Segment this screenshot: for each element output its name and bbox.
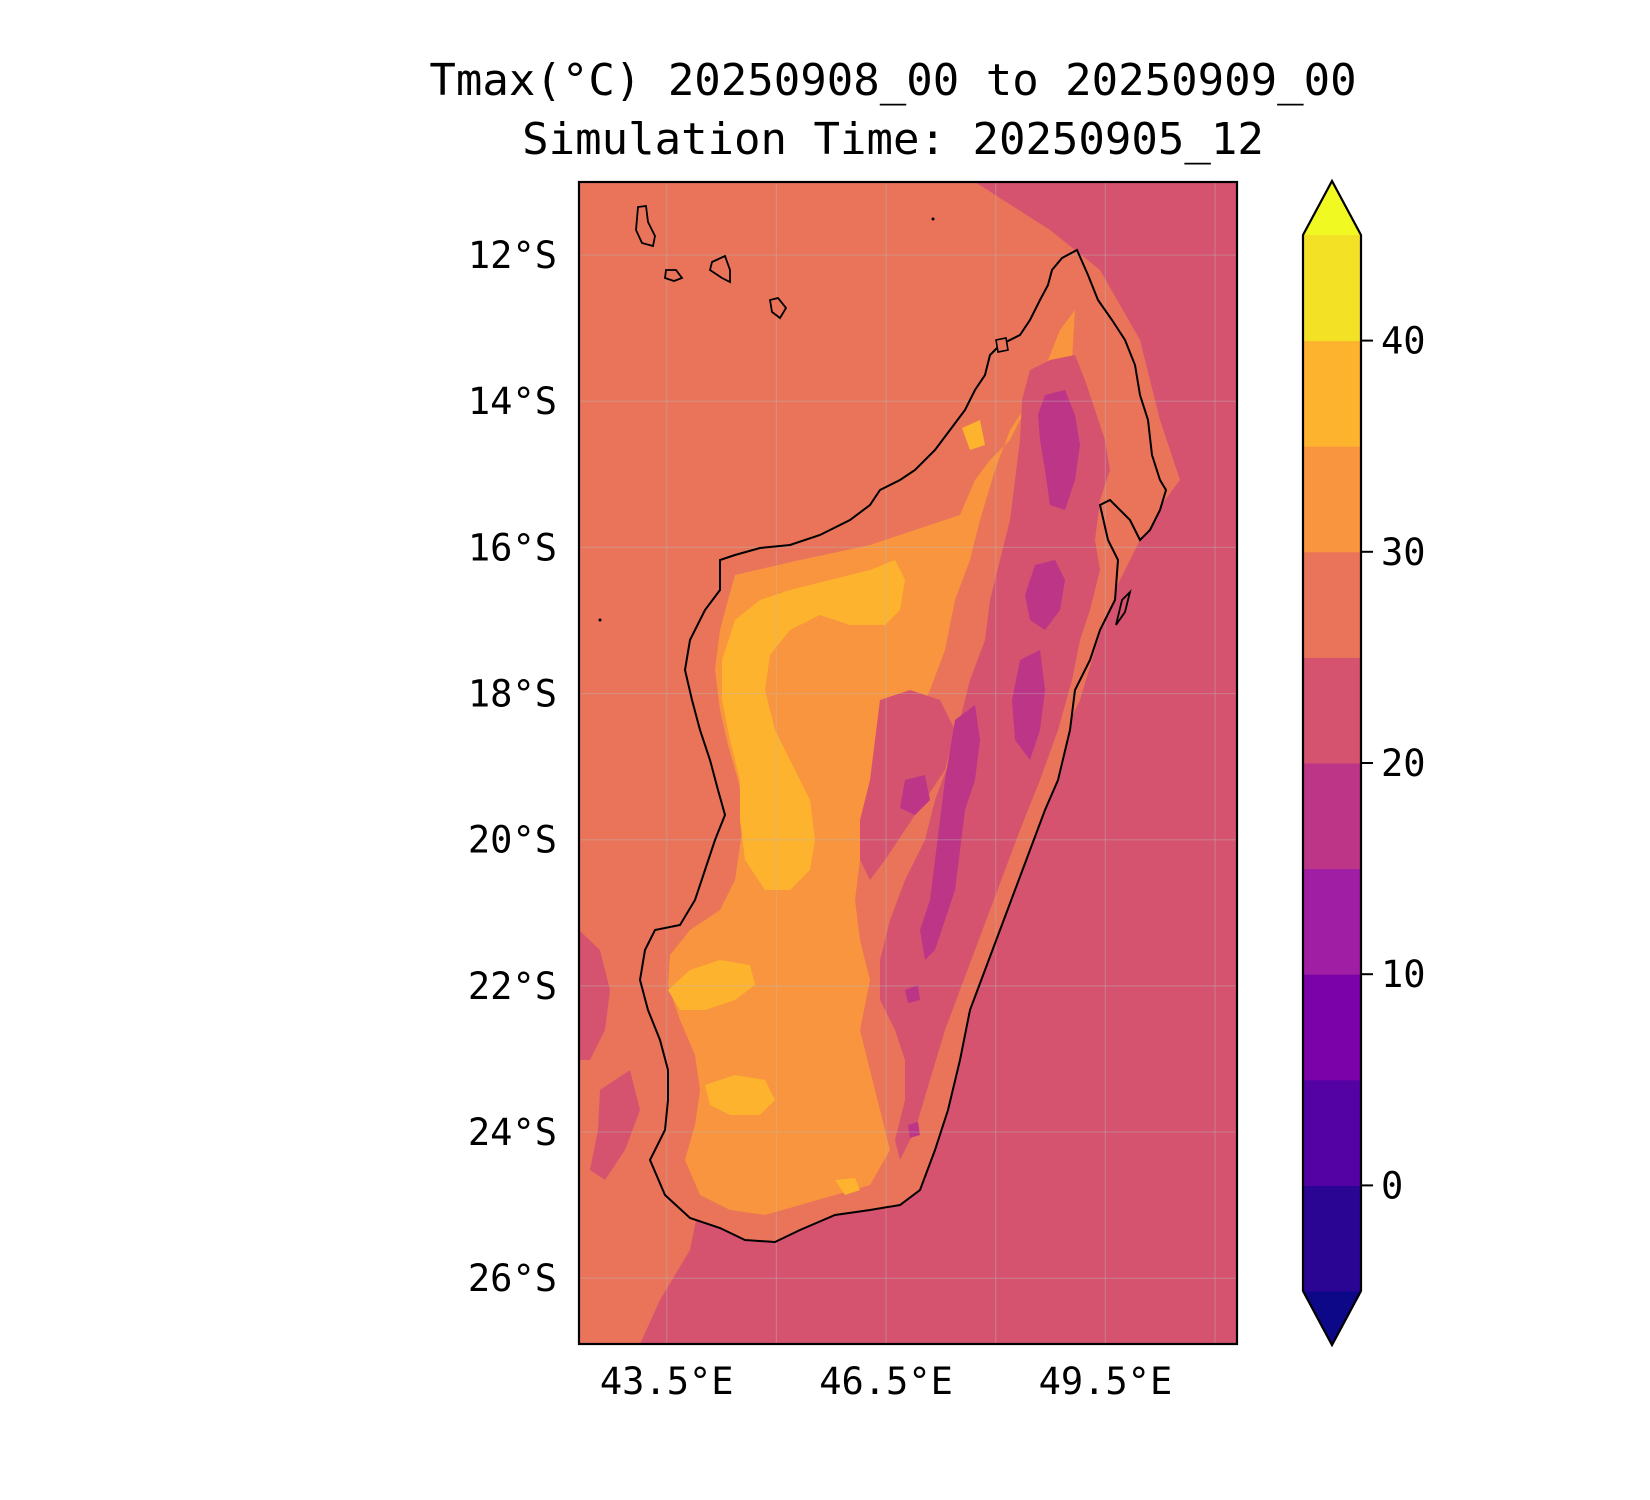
y-tick-label: 12°S	[468, 234, 557, 277]
y-tick-label: 18°S	[468, 673, 557, 716]
y-tick-label: 20°S	[468, 819, 557, 862]
y-tick-label: 24°S	[468, 1111, 557, 1154]
colorbar-tick-label: 10	[1381, 953, 1426, 996]
interior-warm-field	[668, 310, 1075, 1215]
y-tick-label: 16°S	[468, 526, 557, 569]
island-mayotte	[768, 296, 788, 320]
hot-patch-north-coast	[962, 420, 985, 450]
x-tick-label: 43.5°E	[600, 1360, 734, 1403]
ocean-sw-cool-patch-2	[590, 1070, 640, 1180]
colorbar-band	[1303, 974, 1361, 1081]
colorbar-band	[1303, 551, 1361, 658]
islet-juan-de-nova	[598, 618, 602, 622]
map-frame	[577, 180, 1239, 1346]
highland-core-north	[1038, 390, 1080, 510]
island-nosy-be	[995, 337, 1009, 353]
islet-glorioso	[931, 217, 935, 221]
island-grande-comore	[635, 204, 656, 248]
colorbar-band	[1303, 340, 1361, 447]
hot-patch-southwest	[668, 960, 755, 1010]
colorbar-band	[1303, 657, 1361, 764]
y-tick-label: 22°S	[468, 965, 557, 1008]
colorbar-band	[1303, 446, 1361, 553]
highland-core-east	[1012, 650, 1045, 760]
colorbar-extend-low	[1303, 1291, 1361, 1345]
colorbar: 0 10 20 30 40	[1301, 178, 1426, 1348]
ocean-east-field	[640, 182, 1237, 1344]
hot-belt-west	[722, 560, 905, 890]
x-tick-label: 46.5°E	[819, 1360, 953, 1403]
colorbar-band	[1303, 235, 1361, 342]
ocean-sw-cool-patch	[579, 930, 610, 1060]
colorbar-band	[1303, 1079, 1361, 1186]
colorbar-band	[1303, 763, 1361, 870]
hot-patch-south-coast	[835, 1178, 860, 1195]
colorbar-tick-label: 20	[1381, 742, 1426, 785]
colorbar-band	[1303, 868, 1361, 975]
gridlines	[579, 182, 1237, 1344]
island-moheli	[664, 269, 684, 282]
colorbar-tick-label: 40	[1381, 320, 1426, 363]
eastern-highlands	[880, 355, 1110, 1160]
madagascar-coastline	[638, 248, 1168, 1244]
title-line2: Simulation Time: 20250905_12	[522, 114, 1264, 165]
colorbar-band	[1303, 1185, 1361, 1292]
y-axis-ticks: 12°S 14°S 16°S 18°S 20°S 22°S 24°S 26°S	[468, 234, 557, 1300]
island-anjouan	[708, 254, 731, 284]
x-axis-ticks: 43.5°E 46.5°E 49.5°E	[600, 1360, 1172, 1403]
highland-core-tiny-southeast	[908, 1122, 920, 1138]
hot-patch-south	[705, 1075, 775, 1115]
colorbar-outline	[1301, 178, 1363, 1348]
island-sainte-marie	[1115, 589, 1132, 626]
colorbar-tick-label: 30	[1381, 531, 1426, 574]
y-tick-label: 14°S	[468, 380, 557, 423]
highland-core-tiny-south	[905, 985, 920, 1003]
highland-core-central	[920, 705, 980, 960]
highland-core-northeast	[1025, 560, 1065, 630]
colorbar-tick-label: 0	[1381, 1164, 1403, 1207]
colorbar-extend-high	[1303, 181, 1361, 235]
highland-core-small	[900, 775, 930, 815]
x-tick-label: 49.5°E	[1039, 1360, 1173, 1403]
y-tick-label: 26°S	[468, 1257, 557, 1300]
map-panel	[579, 182, 1237, 1344]
title-line1: Tmax(°C) 20250908_00 to 20250909_00	[429, 55, 1356, 106]
